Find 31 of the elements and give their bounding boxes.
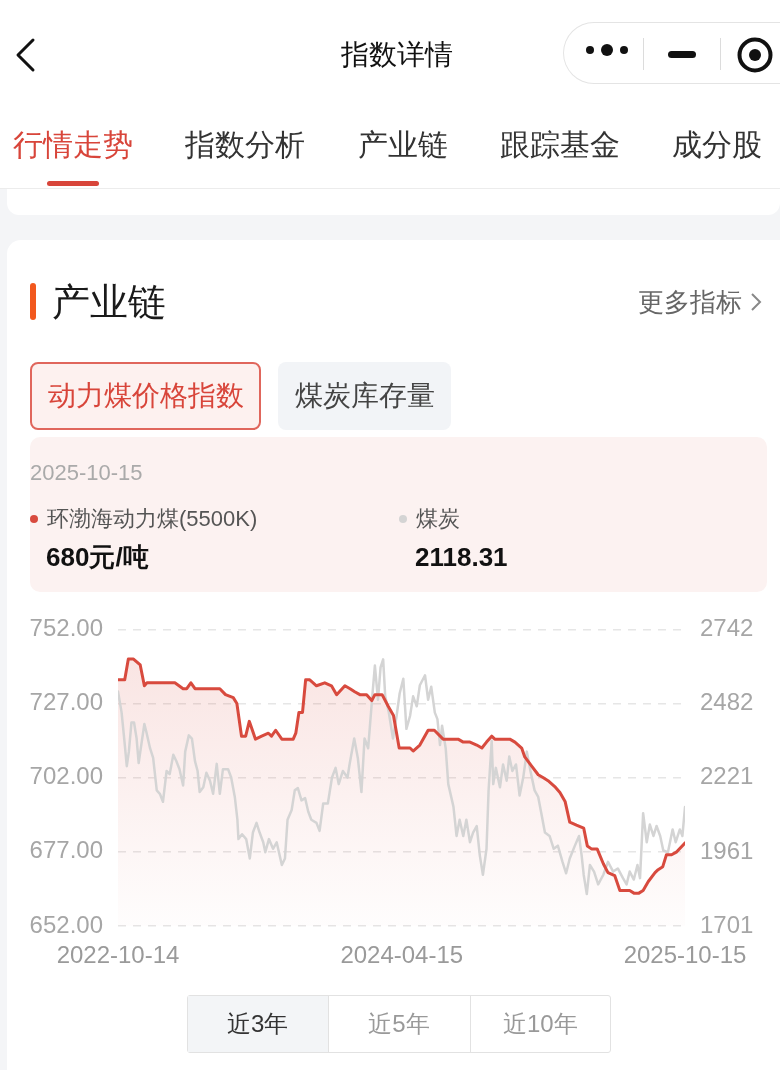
text: 近3年	[226, 1010, 289, 1037]
text: 2025-10-15	[30, 460, 143, 485]
text: 行情走势	[13, 128, 133, 161]
text: 指数详情	[341, 39, 453, 70]
y2-tick-label: 1961	[700, 836, 754, 864]
y-tick-label: 752.00	[29, 614, 103, 642]
y-tick-label: 702.00	[29, 762, 103, 790]
chart-title: 产业链	[52, 281, 166, 323]
x-tick-label: 2022-10-14	[56, 941, 180, 969]
legend-label: 煤炭	[416, 506, 460, 531]
y2-tick-label: 2742	[700, 614, 754, 642]
chart-subtitle: 动力煤价格指数	[47, 380, 244, 411]
text: 跟踪基金	[500, 128, 620, 161]
y2-tick-label: 1701	[700, 910, 754, 938]
text: 成分股	[672, 128, 762, 161]
y2-tick-label: 2482	[700, 688, 754, 716]
y-tick-label: 677.00	[29, 836, 103, 864]
text: 更多指标	[638, 287, 742, 317]
x-tick-label: 2024-04-15	[340, 941, 464, 969]
y-tick-label: 727.00	[29, 688, 103, 716]
y2-tick-label: 2221	[700, 762, 754, 790]
y-tick-label: 652.00	[29, 910, 103, 938]
x-tick-label: 2025-10-15	[623, 941, 747, 969]
legend-label: 环渤海动力煤(5500K)	[47, 506, 258, 531]
text: 680元/吨	[46, 542, 149, 572]
text: 近5年	[368, 1010, 430, 1037]
text: 指数分析	[185, 128, 305, 161]
text: 产业链	[358, 128, 448, 161]
text: 煤炭库存量	[294, 380, 435, 411]
text: 近10年	[502, 1010, 578, 1037]
text: 2118.31	[415, 542, 508, 572]
